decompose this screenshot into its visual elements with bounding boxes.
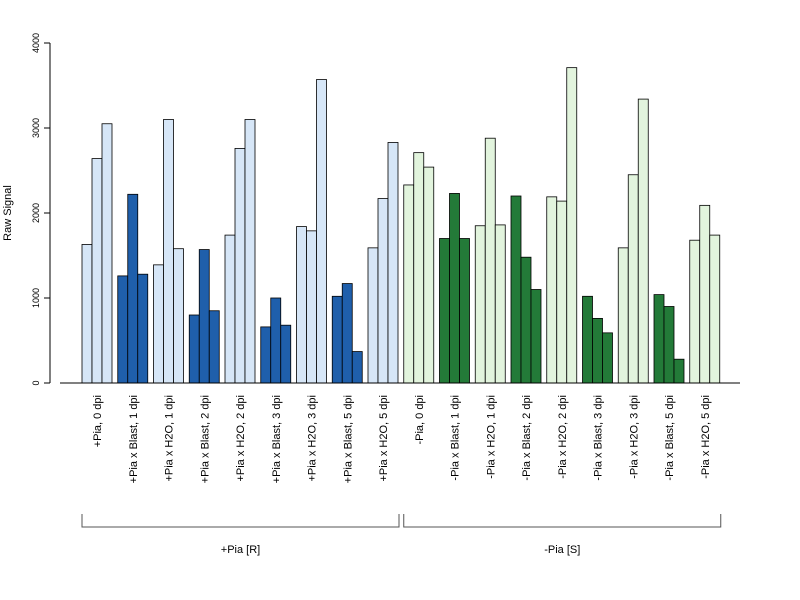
x-tick-label: +Pia x H2O, 2 dpi bbox=[235, 395, 247, 482]
x-tick-label: -Pia x H2O, 2 dpi bbox=[557, 395, 569, 479]
bar bbox=[423, 166, 435, 384]
bar bbox=[459, 238, 470, 384]
bar bbox=[153, 264, 164, 384]
x-tick-label: +Pia x H2O, 3 dpi bbox=[307, 395, 319, 482]
x-tick-label: -Pia x Blast, 3 dpi bbox=[593, 395, 605, 481]
bar bbox=[351, 351, 363, 384]
bar bbox=[484, 137, 496, 384]
bar bbox=[663, 306, 675, 384]
bar bbox=[546, 196, 558, 384]
y-tick-label: 4000 bbox=[31, 33, 41, 53]
bar bbox=[673, 358, 685, 384]
bar bbox=[296, 226, 307, 384]
bar bbox=[224, 234, 236, 384]
bar bbox=[244, 119, 256, 384]
bar bbox=[439, 238, 450, 384]
x-tick-label: -Pia x Blast, 2 dpi bbox=[521, 395, 533, 481]
group-bracket bbox=[81, 514, 400, 528]
y-tick-label: 0 bbox=[31, 380, 41, 385]
bar bbox=[137, 273, 149, 384]
bar bbox=[367, 247, 379, 384]
bar bbox=[198, 249, 210, 384]
x-tick-label: +Pia x H2O, 5 dpi bbox=[378, 395, 390, 482]
bar bbox=[474, 225, 486, 384]
bars bbox=[81, 67, 721, 384]
bar bbox=[689, 239, 701, 384]
group-brackets: +Pia [R] -Pia [S] bbox=[81, 514, 722, 556]
bar bbox=[163, 119, 174, 384]
bar bbox=[377, 198, 389, 384]
bar bbox=[520, 256, 532, 384]
bar bbox=[602, 332, 613, 384]
bar bbox=[582, 295, 593, 384]
x-tick-label: -Pia x H2O, 1 dpi bbox=[485, 395, 497, 479]
bar bbox=[403, 184, 415, 384]
x-tick-label: -Pia, 0 dpi bbox=[414, 395, 426, 445]
x-tick-label: +Pia x Blast, 3 dpi bbox=[271, 395, 283, 483]
bar bbox=[617, 247, 629, 384]
bar bbox=[699, 204, 711, 384]
bar bbox=[208, 310, 220, 384]
bar bbox=[530, 289, 542, 384]
bar bbox=[709, 234, 721, 384]
x-tick-label: +Pia x Blast, 1 dpi bbox=[128, 395, 140, 483]
bar bbox=[566, 67, 578, 384]
bar bbox=[592, 317, 603, 384]
group-label: +Pia [R] bbox=[221, 544, 260, 556]
bar bbox=[341, 283, 353, 384]
x-tick-label: +Pia, 0 dpi bbox=[92, 395, 104, 447]
group-bracket bbox=[403, 514, 722, 528]
bar bbox=[510, 195, 522, 384]
bar bbox=[627, 174, 639, 384]
x-labels: +Pia, 0 dpi +Pia x Blast, 1 dpi +Pia x H2O… bbox=[92, 395, 712, 483]
x-tick-label: -Pia x H2O, 5 dpi bbox=[700, 395, 712, 479]
x-tick-label: -Pia x Blast, 5 dpi bbox=[664, 395, 676, 481]
bar bbox=[494, 224, 506, 384]
x-tick-label: -Pia x Blast, 1 dpi bbox=[450, 395, 462, 481]
bar bbox=[306, 230, 317, 384]
bar bbox=[280, 324, 292, 384]
bar bbox=[127, 193, 139, 384]
x-tick-label: +Pia x Blast, 5 dpi bbox=[342, 395, 354, 483]
y-tick-label: 2000 bbox=[31, 203, 41, 223]
bar bbox=[260, 326, 272, 384]
x-tick-label: -Pia x H2O, 3 dpi bbox=[628, 395, 640, 479]
bar bbox=[556, 200, 568, 384]
bar bbox=[81, 244, 93, 384]
bar bbox=[270, 297, 282, 384]
bar bbox=[91, 158, 103, 384]
bar bbox=[449, 193, 460, 384]
bar bbox=[653, 294, 665, 384]
bar bbox=[413, 152, 425, 384]
x-tick-label: +Pia x H2O, 1 dpi bbox=[164, 395, 176, 482]
bar bbox=[316, 79, 327, 384]
y-tick-label: 1000 bbox=[31, 288, 41, 308]
bar bbox=[117, 275, 129, 384]
bar bbox=[234, 147, 246, 384]
bar bbox=[101, 123, 113, 384]
bar bbox=[637, 98, 649, 384]
bar bbox=[188, 314, 200, 384]
x-tick-label: +Pia x Blast, 2 dpi bbox=[199, 395, 211, 483]
bar bbox=[387, 142, 399, 384]
y-tick-label: 3000 bbox=[31, 118, 41, 138]
y-axis: 0 1000 2000 3000 4000 bbox=[31, 33, 51, 386]
y-axis-label: Raw Signal bbox=[2, 185, 14, 241]
bar bbox=[331, 295, 343, 384]
bar bbox=[173, 248, 184, 384]
group-label: -Pia [S] bbox=[544, 544, 580, 556]
